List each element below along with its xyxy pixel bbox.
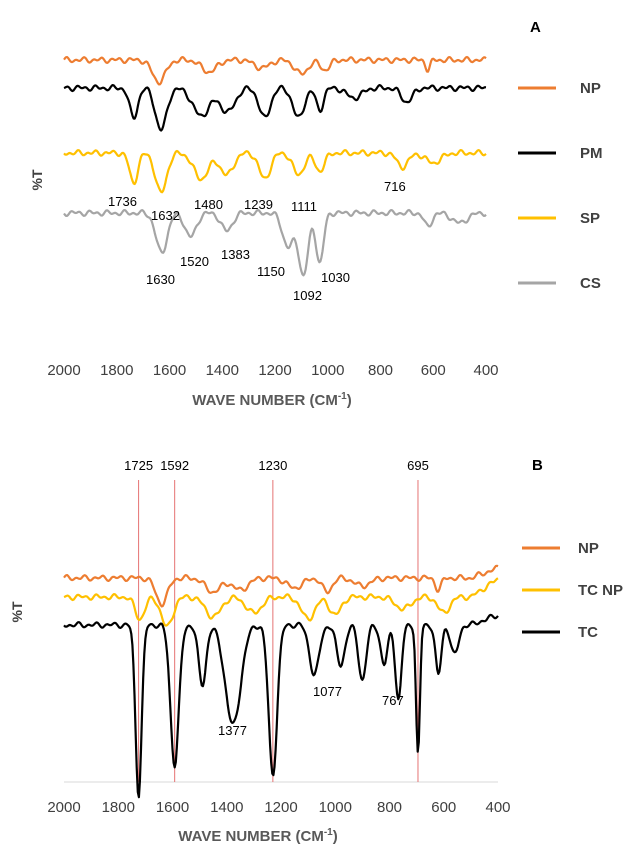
legend-label-pm: PM <box>580 145 603 162</box>
panel-b-xtick-1800: 1800 <box>102 799 135 816</box>
annotation-1150: 1150 <box>257 264 285 279</box>
panel-a-xtick-1400: 1400 <box>206 362 239 379</box>
reference-label-1725: 1725 <box>124 458 153 473</box>
panel-a-xtick-1600: 1600 <box>153 362 186 379</box>
panel-b-xtick-1600: 1600 <box>156 799 189 816</box>
annotation-1736: 1736 <box>108 194 137 209</box>
annotation-1520: 1520 <box>180 254 209 269</box>
panel-a-curves <box>63 55 487 277</box>
panel-b-xticks: 2000 1800 1600 1400 1200 1000 800 600 400 <box>47 799 510 816</box>
annotation-767: 767 <box>382 693 404 708</box>
panel-b-xtick-1400: 1400 <box>210 799 243 816</box>
panel-b-label: B <box>532 457 543 474</box>
annotation-1630: 1630 <box>146 272 175 287</box>
panel-a-xtick-1200: 1200 <box>258 362 291 379</box>
annotation-1377: 1377 <box>218 723 247 738</box>
legend-label-sp: SP <box>580 210 600 227</box>
series-cs-line <box>63 208 487 277</box>
panel-a-xlabel: WAVE NUMBER (CM-1) <box>192 391 351 409</box>
reference-label-695: 695 <box>407 458 429 473</box>
panel-b-xtick-400: 400 <box>485 799 510 816</box>
reference-label-1230: 1230 <box>258 458 287 473</box>
series-np-line <box>63 55 487 86</box>
annotation-716: 716 <box>384 179 406 194</box>
panel-a: A %T 2000 1800 1600 1400 1200 1000 800 600 400 W… <box>29 19 603 409</box>
panel-b-xtick-2000: 2000 <box>47 799 80 816</box>
legend-label-np: NP <box>578 540 599 557</box>
panel-b-xtick-1000: 1000 <box>319 799 352 816</box>
panel-b-annotations: 1377 1077 767 <box>218 684 404 738</box>
panel-b-xtick-800: 800 <box>377 799 402 816</box>
panel-a-xtick-600: 600 <box>421 362 446 379</box>
panel-b-xlabel: WAVE NUMBER (CM-1) <box>178 827 337 845</box>
panel-b-reference-lines: 1725 1592 1230 695 <box>124 458 429 782</box>
panel-a-xtick-800: 800 <box>368 362 393 379</box>
panel-b-curves <box>63 564 499 799</box>
annotation-1092: 1092 <box>293 288 322 303</box>
panel-a-xtick-1000: 1000 <box>311 362 344 379</box>
legend-label-np: NP <box>580 80 601 97</box>
series-tc-line <box>63 613 499 799</box>
series-np-line <box>63 564 499 608</box>
series-sp-line <box>63 149 487 194</box>
legend-label-tc-np: TC NP <box>578 582 623 599</box>
annotation-1239: 1239 <box>244 197 273 212</box>
panel-b-legend: NP TC NP TC <box>522 540 623 641</box>
panel-b: B %T 1725 1592 1230 695 2000 1800 1600 1400 120… <box>9 457 623 845</box>
annotation-1383: 1383 <box>221 247 250 262</box>
annotation-1077: 1077 <box>313 684 342 699</box>
legend-label-cs: CS <box>580 275 601 292</box>
panel-a-ylabel: %T <box>29 169 45 190</box>
reference-label-1592: 1592 <box>160 458 189 473</box>
panel-b-xtick-1200: 1200 <box>264 799 297 816</box>
panel-a-annotations: 1736 1632 1480 1239 1111 716 1630 1520 1… <box>108 179 406 303</box>
series-tc-np-line <box>63 577 499 627</box>
series-pm-line <box>63 84 487 132</box>
panel-a-xtick-2000: 2000 <box>47 362 80 379</box>
annotation-1480: 1480 <box>194 197 223 212</box>
panel-b-xtick-600: 600 <box>431 799 456 816</box>
panel-a-xtick-1800: 1800 <box>100 362 133 379</box>
panel-a-xtick-400: 400 <box>473 362 498 379</box>
annotation-1111: 1111 <box>291 199 317 214</box>
panel-a-legend: NP PM SP CS <box>518 80 603 292</box>
panel-a-xticks: 2000 1800 1600 1400 1200 1000 800 600 400 <box>47 362 498 379</box>
panel-a-label: A <box>530 19 541 36</box>
panel-b-ylabel: %T <box>9 601 25 622</box>
legend-label-tc: TC <box>578 624 598 641</box>
annotation-1632: 1632 <box>151 208 180 223</box>
annotation-1030: 1030 <box>321 270 350 285</box>
